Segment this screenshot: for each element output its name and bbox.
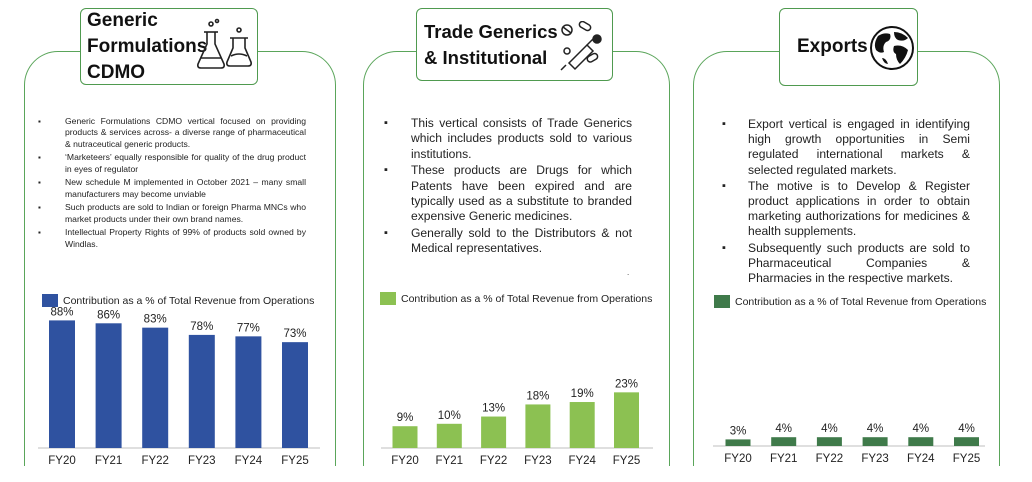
data-label: 83% xyxy=(144,314,167,326)
x-tick-label: FY21 xyxy=(436,455,464,467)
list-item: The motive is to Develop & Register prod… xyxy=(722,179,970,240)
data-label: 10% xyxy=(438,410,461,422)
x-tick-label: FY23 xyxy=(524,455,552,467)
legend-swatch xyxy=(42,294,58,307)
x-tick-label: FY22 xyxy=(480,455,508,467)
data-label: 88% xyxy=(50,306,73,318)
bar-fy23 xyxy=(188,334,215,448)
data-label: 4% xyxy=(775,423,792,435)
globe-icon xyxy=(870,26,914,70)
bar-fy24 xyxy=(235,336,262,448)
title-generic-formulations: Generic Formulations CDMO xyxy=(80,8,258,85)
data-label: 4% xyxy=(958,423,975,435)
x-tick-label: FY22 xyxy=(816,453,844,465)
bar-fy22 xyxy=(481,416,507,448)
data-label: 86% xyxy=(97,309,120,321)
list-item: Export vertical is engaged in identifyin… xyxy=(722,117,970,178)
bar-chart-generic-formulations: 88% FY20 86% FY21 83% FY22 78% FY23 77% FY24 73% FY… xyxy=(38,306,320,467)
list-item: Generally sold to the Distributors & not… xyxy=(384,226,632,257)
list-item: Intellectual Property Rights of 99% of p… xyxy=(38,227,306,250)
title-line: & Institutional xyxy=(424,46,548,68)
list-item: Generic Formulations CDMO vertical focus… xyxy=(38,116,306,150)
x-tick-label: FY24 xyxy=(907,453,935,465)
x-tick-label: FY20 xyxy=(48,455,76,467)
legend-trade-generics: Contribution as a % of Total Revenue fro… xyxy=(380,292,652,305)
legend-swatch xyxy=(714,295,730,308)
list-item: New schedule M implemented in October 20… xyxy=(38,177,306,200)
legend-generic-formulations: Contribution as a % of Total Revenue fro… xyxy=(42,294,314,307)
bar-fy20 xyxy=(392,426,418,448)
bar-fy25 xyxy=(614,392,639,448)
bar-fy23 xyxy=(525,404,551,448)
data-label: 4% xyxy=(821,423,838,435)
bar-fy21 xyxy=(771,437,797,446)
bullet-list-trade-generics: This vertical consists of Trade Generics… xyxy=(384,116,632,258)
bar-fy21 xyxy=(95,323,122,448)
x-tick-label: FY25 xyxy=(953,453,981,465)
title-exports: Exports xyxy=(779,8,918,86)
title-trade-generics: Trade Generics & Institutional xyxy=(416,8,613,81)
data-label: 73% xyxy=(283,328,306,340)
list-item: These products are Drugs for which Paten… xyxy=(384,163,632,225)
bar-fy20 xyxy=(49,320,75,448)
list-item: Subsequently such products are sold to P… xyxy=(722,241,970,287)
x-tick-label: FY24 xyxy=(235,455,263,467)
data-label: 18% xyxy=(526,390,549,402)
bar-fy21 xyxy=(436,423,462,448)
bar-fy22 xyxy=(816,437,842,446)
bar-fy24 xyxy=(908,437,934,446)
list-item: Such products are sold to Indian or fore… xyxy=(38,202,306,225)
data-label: 3% xyxy=(730,425,747,437)
title-line: Trade Generics xyxy=(424,20,558,42)
legend-swatch xyxy=(380,292,396,305)
title-line: Generic xyxy=(87,9,158,31)
x-tick-label: FY21 xyxy=(770,453,798,465)
title-line: CDMO xyxy=(87,61,146,83)
x-tick-label: FY21 xyxy=(95,455,123,467)
bar-fy20 xyxy=(725,439,751,446)
data-label: 4% xyxy=(867,423,884,435)
x-tick-label: FY20 xyxy=(724,453,752,465)
bullet-list-exports: Export vertical is engaged in identifyin… xyxy=(722,117,970,287)
data-label: 4% xyxy=(912,423,929,435)
legend-label: Contribution as a % of Total Revenue fro… xyxy=(735,295,987,308)
title-line: Exports xyxy=(797,36,868,57)
bullet-list-generic-formulations: Generic Formulations CDMO vertical focus… xyxy=(38,116,306,252)
bar-fy22 xyxy=(142,327,169,448)
data-label: 78% xyxy=(190,321,213,333)
legend-label: Contribution as a % of Total Revenue fro… xyxy=(63,294,315,307)
data-label: 19% xyxy=(571,388,594,400)
lab-flask-icon xyxy=(197,18,252,69)
data-label: 23% xyxy=(615,378,638,390)
x-tick-label: FY25 xyxy=(613,455,641,467)
list-item: This vertical consists of Trade Generics… xyxy=(384,116,632,162)
x-tick-label: FY22 xyxy=(141,455,169,467)
bar-fy24 xyxy=(569,402,595,448)
x-tick-label: FY23 xyxy=(861,453,889,465)
title-line: Formulations xyxy=(87,35,208,57)
bar-fy25 xyxy=(954,437,979,446)
footnote-mark: . xyxy=(627,268,630,277)
x-tick-label: FY20 xyxy=(391,455,419,467)
data-label: 77% xyxy=(237,322,260,334)
x-tick-label: FY25 xyxy=(281,455,309,467)
x-tick-label: FY24 xyxy=(568,455,596,467)
data-label: 13% xyxy=(482,403,505,415)
pills-syringe-icon xyxy=(560,21,602,71)
data-label: 9% xyxy=(397,412,414,424)
x-tick-label: FY23 xyxy=(188,455,216,467)
list-item: ‘Marketeers’ equally responsible for qua… xyxy=(38,152,306,175)
bar-chart-trade-generics: 9% FY20 10% FY21 13% FY22 18% FY23 19% FY24 23% FY2… xyxy=(381,378,653,467)
bar-chart-exports: 3% FY20 4% FY21 4% FY22 4% FY23 4% FY24 4% FY25 xyxy=(713,423,985,465)
legend-exports: Contribution as a % of Total Revenue fro… xyxy=(714,295,986,308)
bar-fy25 xyxy=(282,342,308,448)
legend-label: Contribution as a % of Total Revenue fro… xyxy=(401,292,653,305)
bar-fy23 xyxy=(862,437,888,446)
